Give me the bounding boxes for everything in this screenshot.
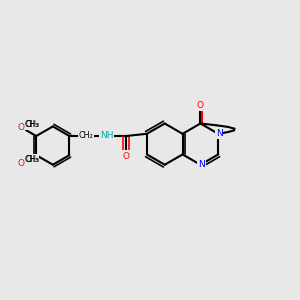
Text: CH₃: CH₃ xyxy=(26,155,40,164)
Text: O: O xyxy=(197,101,204,110)
Text: O: O xyxy=(197,101,204,110)
Text: NH: NH xyxy=(100,131,114,140)
Text: CH₃: CH₃ xyxy=(25,121,39,130)
Text: O: O xyxy=(17,123,24,132)
Text: O: O xyxy=(122,151,129,160)
Text: N: N xyxy=(216,129,223,138)
Text: N: N xyxy=(198,160,205,169)
Text: CH₂: CH₂ xyxy=(79,131,93,140)
Text: CH₂: CH₂ xyxy=(79,131,93,140)
Text: O: O xyxy=(122,152,129,160)
Text: NH: NH xyxy=(100,131,114,140)
Text: O: O xyxy=(17,159,24,168)
Text: N: N xyxy=(216,129,223,138)
Text: O: O xyxy=(17,159,24,168)
Text: CH₃: CH₃ xyxy=(26,121,40,130)
Text: O: O xyxy=(17,123,24,132)
Text: CH₃: CH₃ xyxy=(25,155,39,164)
Text: N: N xyxy=(198,160,205,169)
